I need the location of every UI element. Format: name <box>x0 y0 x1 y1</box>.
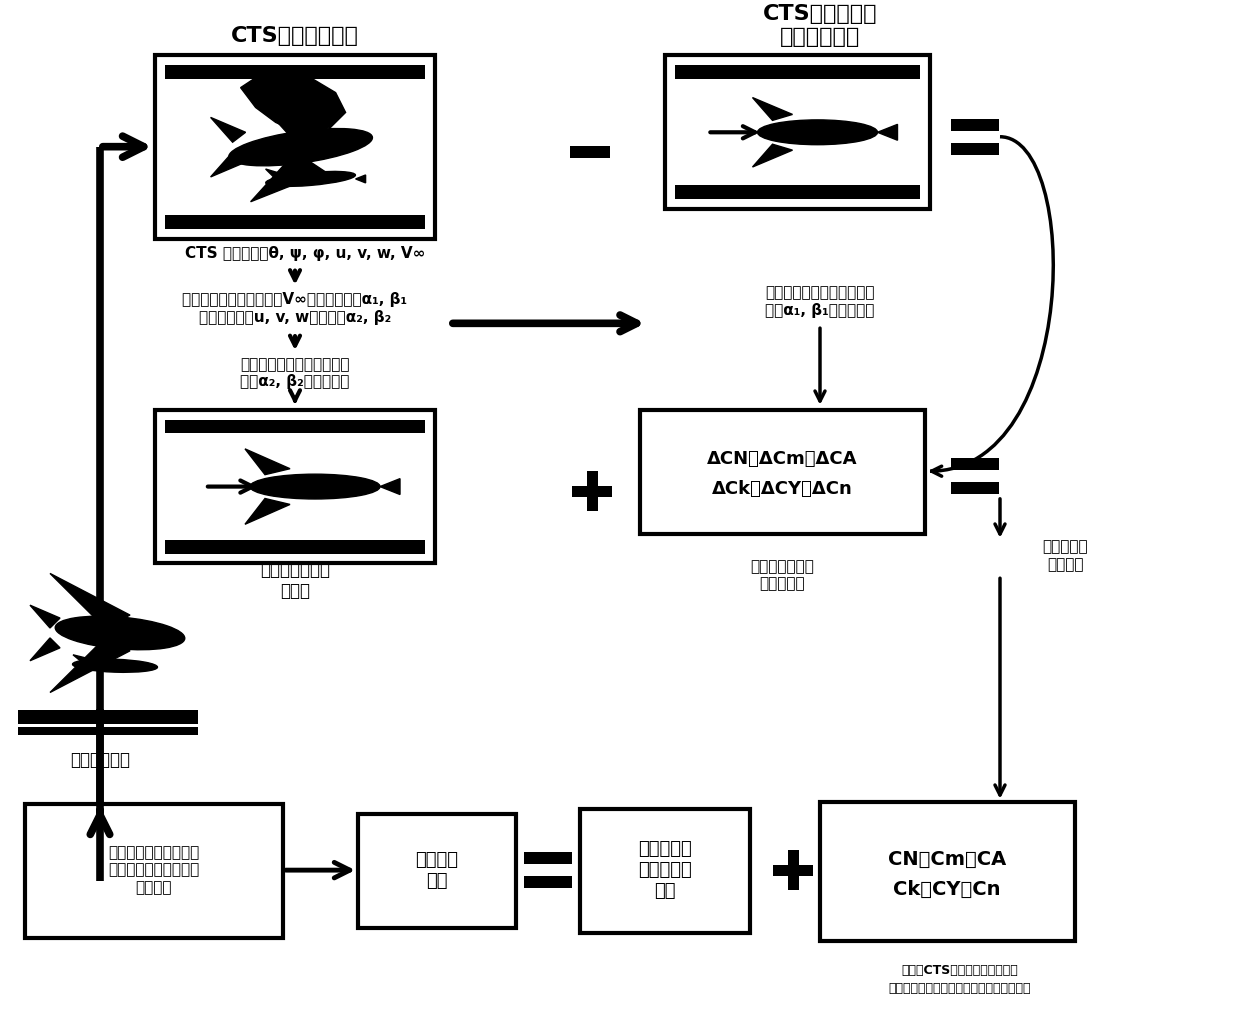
Text: Ck，CY，Cn: Ck，CY，Cn <box>893 879 1001 899</box>
Bar <box>25 804 283 937</box>
Polygon shape <box>30 638 60 660</box>
Bar <box>165 65 425 79</box>
Polygon shape <box>356 175 366 182</box>
Polygon shape <box>246 448 290 475</box>
Bar <box>820 802 1075 941</box>
Bar <box>773 865 813 876</box>
Bar <box>951 119 999 130</box>
Text: 多维插值得到小模型自由流
试验α₂, β₂下的气动力: 多维插值得到小模型自由流 试验α₂, β₂下的气动力 <box>241 357 350 389</box>
Text: 外挂模型的
总气动力: 外挂模型的 总气动力 <box>1042 539 1087 572</box>
Text: 修正了CTS小模型外形失真影响: 修正了CTS小模型外形失真影响 <box>901 964 1018 977</box>
Polygon shape <box>250 93 326 143</box>
Text: 计算外挂模型相对自由流V∞的攻角侧滑角α₁, β₁
以及考虑了（u, v, w）影响的α₂, β₂: 计算外挂模型相对自由流V∞的攻角侧滑角α₁, β₁ 以及考虑了（u, v, w）… <box>182 292 408 325</box>
Ellipse shape <box>228 128 372 166</box>
Polygon shape <box>878 124 898 141</box>
Bar <box>580 809 750 932</box>
Bar <box>525 876 572 888</box>
Bar <box>19 710 198 725</box>
Text: ΔCk，ΔCY，ΔCn: ΔCk，ΔCY，ΔCn <box>712 480 852 498</box>
Bar <box>951 143 999 155</box>
Polygon shape <box>211 152 246 177</box>
Text: 大模型常规测力
数据集: 大模型常规测力 数据集 <box>260 560 330 600</box>
Polygon shape <box>246 498 290 525</box>
Bar <box>587 471 598 511</box>
Polygon shape <box>50 574 130 628</box>
Bar <box>525 852 572 864</box>
Polygon shape <box>265 169 285 179</box>
Ellipse shape <box>72 659 157 673</box>
Polygon shape <box>753 98 792 120</box>
Polygon shape <box>73 655 97 664</box>
Bar <box>570 146 610 158</box>
Bar <box>165 540 425 553</box>
Text: CTS小模型自由
流试验数据集: CTS小模型自由 流试验数据集 <box>763 4 877 47</box>
Polygon shape <box>211 117 246 143</box>
Bar <box>165 215 425 229</box>
Bar <box>155 410 435 564</box>
Text: 导弹所受
合力: 导弹所受 合力 <box>415 851 459 890</box>
Bar <box>951 459 999 470</box>
Polygon shape <box>753 145 792 167</box>
Text: 载机对导弹的气
动力干扰量: 载机对导弹的气 动力干扰量 <box>750 559 813 592</box>
Text: 导弹推力、
弹射力、重
力等: 导弹推力、 弹射力、重 力等 <box>639 841 692 900</box>
Ellipse shape <box>758 120 878 145</box>
Bar <box>640 410 925 534</box>
Bar <box>19 728 198 735</box>
Text: ΔCN，ΔCm，ΔCA: ΔCN，ΔCm，ΔCA <box>707 450 857 469</box>
Text: CTS试验的气动力: CTS试验的气动力 <box>231 25 358 46</box>
Bar <box>787 850 799 890</box>
Polygon shape <box>73 664 97 676</box>
Bar <box>665 55 930 209</box>
Text: 修正了导弹相对运动的诱导迎角侧滑角影响: 修正了导弹相对运动的诱导迎角侧滑角影响 <box>889 981 1032 995</box>
Bar <box>155 55 435 239</box>
Polygon shape <box>30 605 60 628</box>
Text: CTS 试验得到：θ, ψ, φ, u, v, w, V∞: CTS 试验得到：θ, ψ, φ, u, v, w, V∞ <box>185 247 425 261</box>
Ellipse shape <box>56 616 185 650</box>
Polygon shape <box>241 68 346 132</box>
Text: 带入运动方程，计算下
一时刻位置姿态，机构
运动到位: 带入运动方程，计算下 一时刻位置姿态，机构 运动到位 <box>108 845 200 895</box>
Polygon shape <box>265 179 285 189</box>
Bar <box>675 185 920 200</box>
Bar <box>572 486 613 497</box>
Polygon shape <box>50 638 130 693</box>
Polygon shape <box>379 479 401 494</box>
Text: CN，Cm，CA: CN，Cm，CA <box>888 850 1006 869</box>
Polygon shape <box>250 152 326 202</box>
Bar <box>951 482 999 494</box>
Bar <box>165 420 425 433</box>
Text: 机构运动到位: 机构运动到位 <box>69 751 130 769</box>
Ellipse shape <box>265 171 356 186</box>
Ellipse shape <box>250 474 379 499</box>
Text: 多维插值得到小模型自由流
试验α₁, β₁下的气动力: 多维插值得到小模型自由流 试验α₁, β₁下的气动力 <box>765 285 874 318</box>
Bar <box>675 65 920 79</box>
Bar <box>358 813 516 927</box>
